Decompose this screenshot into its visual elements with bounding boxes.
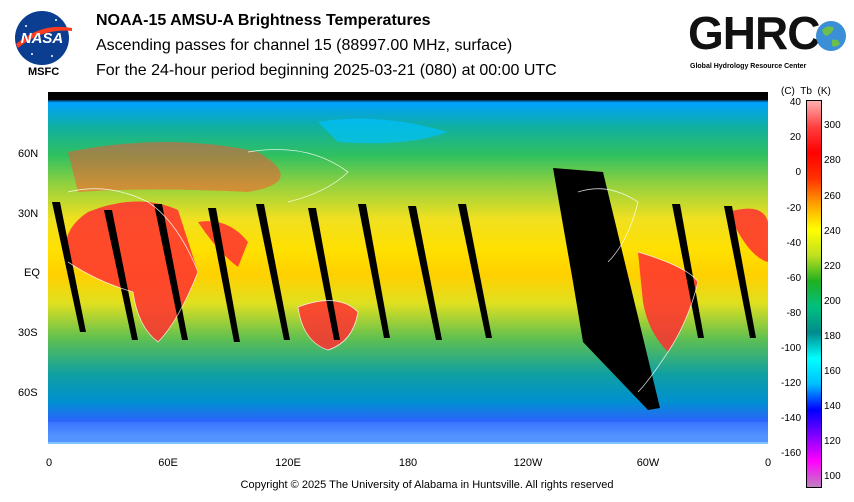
colorbar-kelvin-tick: 260 (824, 190, 841, 202)
lon-label: 180 (398, 457, 418, 469)
colorbar-kelvin-tick: 300 (824, 120, 841, 132)
colorbar-celsius-tick: -60 (786, 272, 801, 284)
period-label: For the 24-hour period beginning 2025-03… (96, 62, 557, 79)
lat-label: EQ (24, 267, 40, 279)
colorbar-kelvin-tick: 200 (824, 295, 841, 307)
colorbar-celsius-tick: 20 (789, 132, 801, 144)
lon-label: 120E (275, 457, 301, 469)
colorbar-kelvin-tick: 120 (824, 436, 841, 448)
lon-label: 0 (45, 457, 53, 469)
lon-label: 120W (513, 457, 543, 469)
colorbar-kelvin-tick: 140 (824, 401, 841, 413)
orbit-gaps (52, 168, 756, 410)
page-subtitle: Ascending passes for channel 15 (88997.0… (96, 37, 513, 54)
colorbar-kelvin-tick: 220 (824, 260, 841, 272)
colorbar-celsius-tick: -160 (780, 448, 801, 460)
page-title: NOAA-15 AMSU-A Brightness Temperatures (96, 12, 431, 29)
lat-label: 60N (18, 148, 39, 160)
globe-icon (816, 21, 846, 51)
lat-label: 30N (18, 208, 39, 220)
units-celsius: (C) (781, 86, 795, 97)
colorbar-celsius-tick: 0 (795, 167, 801, 179)
nasa-logo: NASA (12, 8, 76, 68)
msfc-label: MSFC (28, 66, 60, 78)
copyright: Copyright © 2025 The University of Alaba… (240, 479, 614, 491)
lon-label: 60W (636, 457, 660, 469)
cold-regions (48, 118, 768, 442)
nasa-logo-text: NASA (21, 30, 64, 47)
colorbar-kelvin-tick: 160 (824, 365, 841, 377)
colorbar-celsius-tick: -20 (786, 202, 801, 214)
brightness-temperature-map: ← (48, 89, 768, 444)
lat-label: 30S (18, 327, 38, 339)
colorbar-units: (C) Tb (K) (781, 86, 831, 97)
colorbar-kelvin-tick: 240 (824, 225, 841, 237)
coastlines (67, 149, 699, 393)
ghrc-full-name: Global Hydrology Resource Center (690, 63, 807, 70)
colorbar-celsius-tick: -120 (780, 377, 801, 389)
colorbar-kelvin-tick: 100 (824, 471, 841, 483)
map-marker: ← (410, 92, 422, 103)
ghrc-logo-text: GHRC (688, 7, 820, 59)
colorbar-kelvin-tick: 280 (824, 155, 841, 167)
colorbar-celsius-tick: -140 (780, 413, 801, 425)
colorbar-celsius-tick: -40 (786, 237, 801, 249)
lat-label: 60S (18, 387, 38, 399)
units-kelvin: (K) (817, 86, 831, 97)
colorbar-celsius-tick: -80 (786, 307, 801, 319)
colorbar-kelvin-tick: 180 (824, 330, 841, 342)
colorbar-celsius-tick: -100 (780, 342, 801, 354)
units-tb: Tb (800, 86, 812, 97)
colorbar (806, 100, 822, 488)
colorbar-celsius-tick: 40 (789, 97, 801, 109)
lon-label: 60E (158, 457, 178, 469)
lon-label: 0 (764, 457, 772, 469)
ghrc-logo: GHRC Global Hydrology Resource Center (688, 10, 848, 76)
